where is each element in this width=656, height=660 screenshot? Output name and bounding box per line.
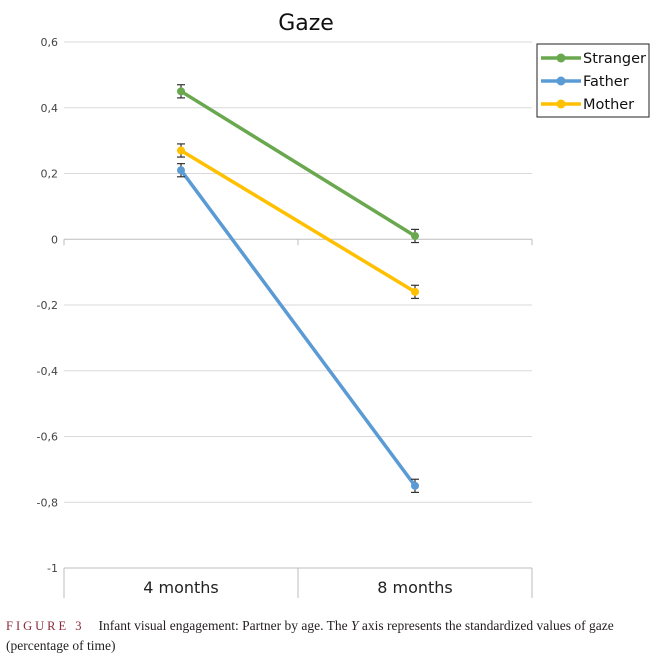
legend-item-mother: Mother xyxy=(541,97,634,113)
series-line-mother xyxy=(179,148,417,294)
legend-label: Stranger xyxy=(583,51,646,67)
y-tick-label: -0,2 xyxy=(37,299,58,312)
x-tick-label: 8 months xyxy=(377,578,453,597)
series-layer xyxy=(177,84,419,493)
series-line-stranger xyxy=(179,89,417,238)
y-tick-label: 0,6 xyxy=(41,36,59,49)
y-tick-label: -0,8 xyxy=(37,496,58,509)
legend-label: Mother xyxy=(583,97,634,113)
figure-caption: FIGURE 3 Infant visual engagement: Partne… xyxy=(6,616,652,656)
legend-item-father: Father xyxy=(541,74,629,90)
figure-label: FIGURE 3 xyxy=(6,619,85,633)
x-axis: 4 months 8 months xyxy=(63,239,533,598)
data-point-stranger xyxy=(177,87,185,96)
gaze-chart: Gaze 0,6 0,4 0,2 0 -0,2 -0,4 -0,6 -0,8 -1 4 mont… xyxy=(37,11,650,598)
x-tick-label: 4 months xyxy=(143,578,219,597)
data-point-mother xyxy=(177,146,185,155)
y-axis-tick-labels: 0,6 0,4 0,2 0 -0,2 -0,4 -0,6 -0,8 -1 xyxy=(37,36,58,575)
y-tick-label: 0 xyxy=(51,233,58,246)
caption-italic: Y xyxy=(350,618,359,633)
chart-title: Gaze xyxy=(278,11,334,36)
caption-text: Infant visual engagement: Partner by age… xyxy=(98,618,351,633)
data-point-father xyxy=(411,481,419,490)
caption-text-2: axis represents the standardized values … xyxy=(6,618,614,653)
legend: Stranger Father Mother xyxy=(536,43,650,118)
data-point-father xyxy=(177,166,185,175)
series-line-father xyxy=(179,168,417,488)
data-point-mother xyxy=(411,287,419,296)
y-tick-label: 0,4 xyxy=(41,102,59,115)
y-tick-label: -0,4 xyxy=(37,365,58,378)
gridlines xyxy=(64,41,532,569)
y-tick-label: 0,2 xyxy=(41,168,59,181)
legend-label: Father xyxy=(583,74,629,90)
data-point-stranger xyxy=(411,231,419,240)
y-tick-label: -0,6 xyxy=(37,431,58,444)
y-tick-label: -1 xyxy=(47,562,58,575)
legend-item-stranger: Stranger xyxy=(541,51,646,67)
